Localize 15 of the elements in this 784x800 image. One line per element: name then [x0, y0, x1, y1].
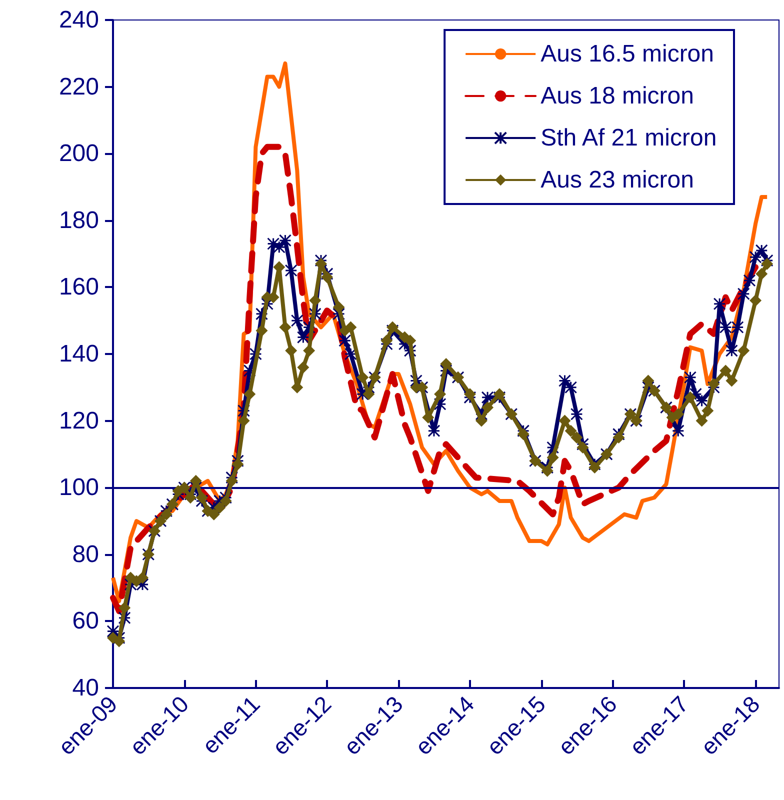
- y-tick-label: 140: [58, 340, 99, 368]
- y-tick-label: 100: [58, 474, 99, 502]
- y-tick-label: 200: [58, 140, 99, 168]
- y-tick-label: 80: [72, 540, 99, 568]
- y-tick-label: 60: [72, 608, 99, 635]
- legend-label: Aus 18 micron: [540, 82, 694, 110]
- y-tick-label: 120: [58, 407, 99, 434]
- legend-label: Aus 23 micron: [540, 166, 694, 194]
- y-tick-label: 160: [58, 274, 99, 301]
- y-tick-label: 180: [58, 206, 99, 234]
- y-tick-label: 220: [58, 73, 99, 100]
- legend-label: Sth Af 21 micron: [540, 124, 717, 152]
- legend-label: Aus 16.5 micron: [540, 40, 714, 68]
- y-tick-label: 40: [72, 674, 99, 702]
- y-tick-label: 240: [58, 6, 99, 34]
